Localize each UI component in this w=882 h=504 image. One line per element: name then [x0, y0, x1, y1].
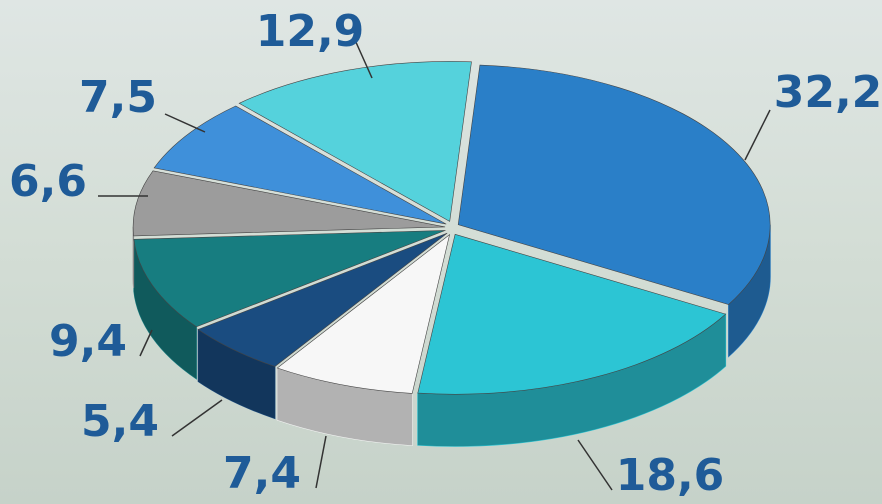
slice-side-shade	[417, 314, 726, 447]
leader-line	[315, 435, 327, 489]
slice-side-shade	[728, 224, 771, 357]
data-label: 7,4	[223, 448, 301, 499]
pie-sides	[132, 224, 771, 447]
slice	[276, 233, 451, 394]
data-label: 12,9	[256, 6, 365, 57]
slice	[132, 170, 446, 237]
leader-line	[577, 439, 613, 491]
slice-side-shade	[277, 368, 413, 446]
slice-side-shade	[198, 329, 275, 419]
data-label: 6,6	[9, 156, 87, 207]
slice	[197, 232, 448, 367]
labels: 32,2 18,6 7,4 5,4 9,4 6,6 7,5 12,9	[9, 6, 882, 501]
leader-line	[139, 329, 153, 357]
data-label: 7,5	[79, 72, 157, 123]
pie-tops	[132, 61, 771, 395]
slice	[417, 233, 727, 395]
data-label: 32,2	[774, 67, 882, 118]
leader-line	[171, 399, 223, 437]
slice	[457, 64, 771, 305]
leader-line	[164, 113, 206, 133]
data-label: 9,4	[49, 316, 127, 367]
data-label: 5,4	[81, 396, 159, 447]
slice-side-shade	[133, 239, 197, 379]
data-label: 18,6	[616, 450, 725, 501]
slice	[153, 105, 447, 225]
slice	[133, 230, 446, 328]
leader-line	[744, 109, 771, 161]
slice-side-shade	[133, 226, 134, 288]
slice	[238, 61, 472, 222]
leader-line	[354, 39, 373, 79]
